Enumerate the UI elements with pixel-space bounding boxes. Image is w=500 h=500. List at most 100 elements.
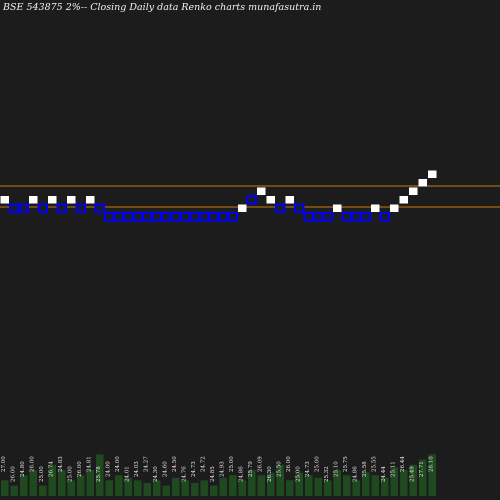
volume-bar [20, 475, 28, 496]
volume-label: 25.55 [371, 456, 377, 472]
volume-bar [238, 480, 246, 496]
renko-brick-down [189, 212, 200, 222]
renko-brick-up [266, 196, 275, 204]
volume-bar [210, 485, 218, 496]
renko-brick-down [322, 212, 333, 222]
renko-brick-down [9, 203, 20, 213]
volume-bar [29, 470, 37, 496]
volume-label: 24.80 [20, 461, 26, 477]
volume-label: 25.50 [276, 461, 282, 477]
volume-label: 24.60 [162, 461, 168, 477]
volume-bar [39, 485, 47, 496]
volume-layer [1, 454, 436, 496]
volume-label: 24.00 [105, 461, 111, 477]
renko-brick-down [379, 212, 390, 222]
renko-brick-up [67, 196, 76, 204]
volume-bar [115, 475, 123, 496]
volume-label: 24.93 [219, 461, 225, 477]
volume-label: 26.00 [77, 461, 83, 477]
renko-brick-down [360, 212, 371, 222]
volume-label: 25.11 [390, 461, 396, 477]
renko-brick-down [123, 212, 134, 222]
renko-brick-down [37, 203, 48, 213]
renko-brick-up [29, 196, 38, 204]
renko-brick-down [180, 212, 191, 222]
volume-bar [333, 470, 341, 496]
renko-brick-up [257, 187, 266, 195]
volume-bar [428, 454, 436, 496]
volume-bar [134, 480, 142, 496]
volume-bar [352, 480, 360, 496]
renko-brick-down [142, 212, 153, 222]
volume-label: 24.27 [143, 456, 149, 472]
renko-brick-down [94, 203, 105, 213]
renko-brick-down [151, 212, 162, 222]
volume-label: 27.00 [1, 456, 7, 472]
renko-brick-up [86, 196, 95, 204]
renko-brick-down [313, 212, 324, 222]
volume-bar [162, 485, 170, 496]
renko-brick-up [0, 196, 9, 204]
renko-brick-down [132, 212, 143, 222]
brick-layer [0, 170, 437, 222]
volume-bar [96, 454, 104, 496]
volume-bar [267, 472, 275, 496]
renko-brick-up [371, 204, 380, 212]
volume-bar [58, 470, 66, 496]
volume-label: 24.83 [58, 456, 64, 472]
volume-label: 24.00 [115, 456, 121, 472]
volume-label: 24.72 [200, 456, 206, 472]
volume-label: 24.50 [172, 456, 178, 472]
renko-brick-down [218, 212, 229, 222]
volume-bar [276, 464, 284, 496]
renko-brick-up [48, 196, 57, 204]
volume-bar [343, 475, 351, 496]
renko-brick-down [351, 212, 362, 222]
renko-brick-down [104, 212, 115, 222]
volume-label: 25.32 [324, 466, 330, 482]
volume-label: 25.49 [409, 466, 415, 482]
volume-label: 26.44 [400, 456, 406, 472]
volume-label: 24.01 [124, 466, 130, 482]
renko-brick-down [170, 212, 181, 222]
volume-bar [248, 470, 256, 496]
volume-label: 25.78 [96, 466, 102, 482]
volume-bar [105, 480, 113, 496]
volume-label: 24.86 [352, 466, 358, 482]
volume-label: 26.30 [267, 466, 273, 482]
renko-brick-up [390, 204, 399, 212]
volume-label: 26.74 [48, 461, 54, 477]
volume-label: 24.81 [86, 456, 92, 472]
volume-label: 24.76 [181, 466, 187, 482]
volume-label: 24.03 [134, 461, 140, 477]
volume-bar [1, 480, 9, 496]
volume-label: 28.10 [428, 456, 434, 472]
volume-bar [400, 470, 408, 496]
volume-bar [200, 480, 208, 496]
volume-label: 25.00 [229, 456, 235, 472]
volume-bar [181, 480, 189, 496]
renko-brick-down [56, 203, 67, 213]
renko-brick-down [199, 212, 210, 222]
volume-label: 24.73 [191, 461, 197, 477]
volume-bar [305, 475, 313, 496]
renko-brick-up [238, 204, 247, 212]
volume-label: 25.79 [248, 461, 254, 477]
renko-brick-down [341, 212, 352, 222]
renko-brick-down [208, 212, 219, 222]
renko-brick-down [227, 212, 238, 222]
volume-bar [257, 475, 265, 496]
volume-bar [314, 477, 322, 496]
volume-label: 24.73 [305, 461, 311, 477]
volume-bar [390, 467, 398, 496]
volume-bar [286, 480, 294, 496]
renko-brick-down [75, 203, 86, 213]
volume-bar [10, 485, 18, 496]
volume-bar [191, 483, 199, 496]
volume-bar [67, 480, 75, 496]
volume-bar [324, 480, 332, 496]
renko-brick-down [18, 203, 29, 213]
volume-bar [295, 472, 303, 496]
